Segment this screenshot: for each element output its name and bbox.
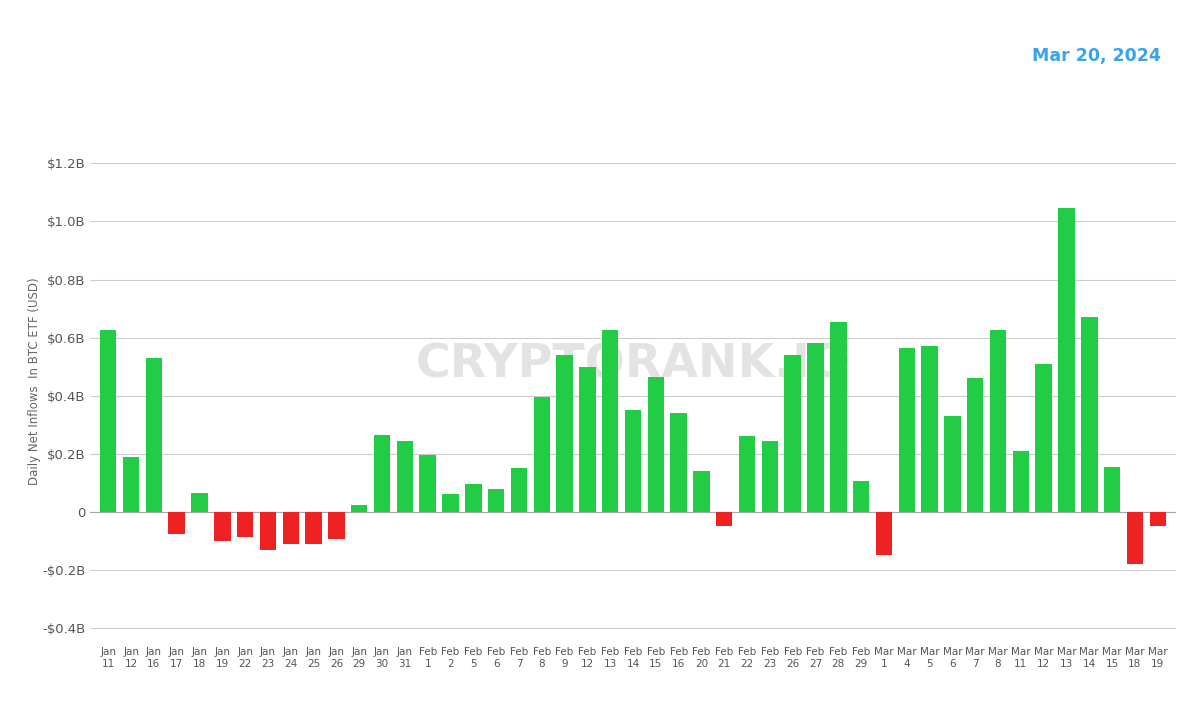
Bar xyxy=(352,505,367,512)
Text: DAILY NET INFLOWS IN SPOT BITCOIN ETFs: DAILY NET INFLOWS IN SPOT BITCOIN ETFs xyxy=(26,26,797,57)
Bar xyxy=(1013,451,1030,512)
Bar xyxy=(1058,208,1075,512)
Bar xyxy=(1081,317,1098,512)
Bar xyxy=(967,378,984,512)
Bar xyxy=(420,455,436,512)
Bar xyxy=(122,457,139,512)
Bar xyxy=(466,484,481,512)
Bar xyxy=(443,494,458,512)
Bar xyxy=(602,330,618,512)
Bar xyxy=(168,512,185,534)
Bar xyxy=(259,512,276,550)
Bar xyxy=(305,512,322,544)
Bar xyxy=(145,358,162,512)
Bar xyxy=(580,367,595,512)
Y-axis label: Daily Net Inflows  In BTC ETF (USD): Daily Net Inflows In BTC ETF (USD) xyxy=(28,277,41,485)
Bar xyxy=(762,441,778,512)
Bar xyxy=(671,413,686,512)
Bar xyxy=(488,489,504,512)
Bar xyxy=(922,346,938,512)
Text: Mar 20, 2024: Mar 20, 2024 xyxy=(1032,47,1162,65)
Bar xyxy=(944,416,961,512)
Bar xyxy=(1127,512,1144,564)
Bar xyxy=(785,355,800,512)
FancyBboxPatch shape xyxy=(990,9,1200,104)
Bar xyxy=(282,512,299,544)
Bar xyxy=(648,377,664,512)
Bar xyxy=(214,512,230,541)
Bar xyxy=(625,410,641,512)
Bar xyxy=(374,435,390,512)
Bar xyxy=(328,512,344,539)
Bar xyxy=(1104,467,1121,512)
Bar xyxy=(808,343,823,512)
Bar xyxy=(1150,512,1166,526)
Bar xyxy=(739,436,755,512)
Bar xyxy=(716,512,732,526)
Bar xyxy=(694,471,709,512)
Bar xyxy=(876,512,892,555)
Bar xyxy=(100,330,116,512)
Bar xyxy=(236,512,253,537)
Bar xyxy=(830,322,846,512)
Bar xyxy=(511,468,527,512)
Bar xyxy=(397,441,413,512)
Bar xyxy=(853,481,869,512)
Bar xyxy=(899,348,914,512)
Bar xyxy=(990,330,1007,512)
Text: Data source: CryptoRank.io, SoSo Value: Data source: CryptoRank.io, SoSo Value xyxy=(26,86,292,99)
Bar xyxy=(534,397,550,512)
Text: CRYPTORANK.IO: CRYPTORANK.IO xyxy=(415,343,851,388)
Bar xyxy=(1036,364,1052,512)
Bar xyxy=(191,493,208,512)
Bar xyxy=(557,355,572,512)
